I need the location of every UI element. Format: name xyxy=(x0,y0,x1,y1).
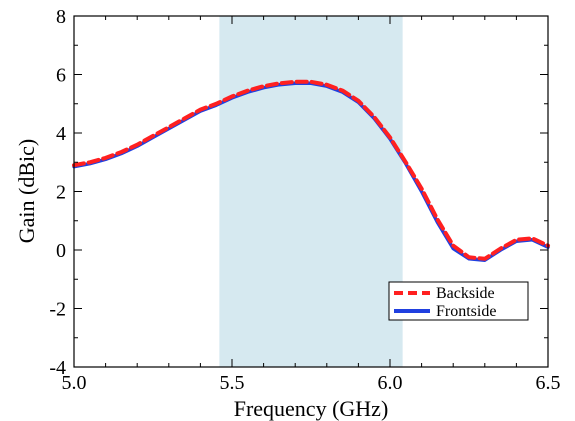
y-tick-label: 8 xyxy=(56,6,66,28)
shaded-band xyxy=(219,16,403,367)
y-tick-label: -4 xyxy=(49,357,66,379)
tick-label-layer: 5.0 5.5 6.0 6.5 -4 -2 0 2 4 6 8 xyxy=(49,6,560,394)
y-tick-label: 4 xyxy=(56,123,66,145)
x-tick-label: 6.5 xyxy=(536,372,561,394)
series-layer xyxy=(72,79,550,262)
x-tick-label: 6.0 xyxy=(378,372,403,394)
shaded-band-layer xyxy=(219,16,403,367)
tick-layer xyxy=(73,15,549,368)
legend-box xyxy=(388,281,529,321)
y-tick-label: 0 xyxy=(56,240,66,262)
y-axis-title: Gain (dBic) xyxy=(14,139,39,243)
y-tick-label: 2 xyxy=(56,182,66,204)
legend-label-frontside: Frontside xyxy=(436,303,496,320)
series-line-backside xyxy=(72,79,550,261)
y-tick-label: 6 xyxy=(56,65,66,87)
x-axis-title: Frequency (GHz) xyxy=(234,396,389,421)
legend-label-backside: Backside xyxy=(436,285,495,302)
legend: Backside Frontside xyxy=(388,281,529,321)
x-tick-label: 5.5 xyxy=(220,372,245,394)
x-tick-label: 5.0 xyxy=(62,372,87,394)
y-tick-label: -2 xyxy=(49,299,66,321)
